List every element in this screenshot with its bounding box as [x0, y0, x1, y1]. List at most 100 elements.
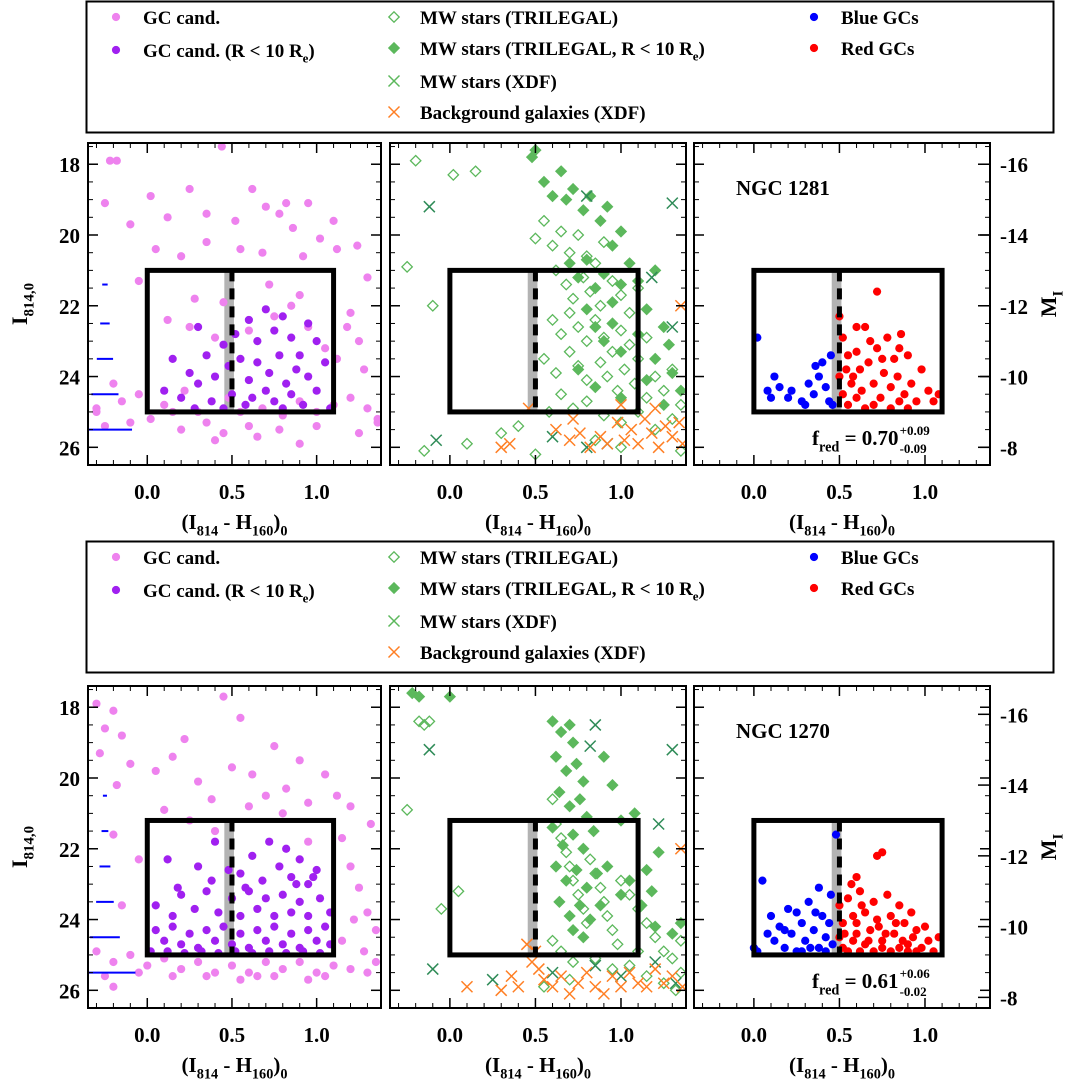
mw-trilegal-r10-point [657, 398, 670, 411]
blue-gc-point [787, 929, 796, 938]
gc-cand-point [304, 837, 313, 846]
abs-mag-tick-label: -10 [1000, 916, 1028, 940]
panel-frame [389, 685, 687, 1009]
mw-trilegal-point [572, 888, 585, 901]
background-galaxy-point [666, 970, 679, 983]
gc-cand-r10-point [253, 926, 262, 935]
red-gc-point [847, 379, 856, 388]
mw-trilegal-point [597, 235, 610, 249]
legend-marker-mw-trilegal-r10 [387, 581, 401, 595]
gc-cand-r10-point [315, 894, 325, 903]
blue-gc-point [787, 386, 796, 395]
color-cut-band [527, 820, 538, 955]
gc-cand-r10-point [312, 337, 321, 346]
y-tick-label: 26 [59, 436, 80, 460]
mw-trilegal-point [554, 225, 568, 238]
galaxy-name: NGC 1281 [736, 176, 830, 200]
red-gc-point [900, 918, 909, 928]
gc-cand-r10-point [193, 862, 203, 871]
gc-cand-r10-point [282, 844, 291, 853]
red-gc-point [924, 386, 933, 395]
gc-cand-r10-point [210, 936, 220, 945]
red-gc-point [912, 397, 921, 406]
mw-trilegal-point [611, 938, 624, 951]
mw-trilegal-r10-point [666, 366, 679, 380]
color-cut-band [224, 820, 234, 955]
gc-cand-r10-point [190, 904, 199, 914]
plot-area [749, 817, 945, 958]
gc-cand-r10-point [275, 862, 284, 871]
red-gc-point [852, 872, 861, 882]
selection-box [144, 817, 337, 958]
x-axis-label: (I814 - H160)0 [182, 1053, 288, 1082]
mw-trilegal-point [614, 441, 628, 454]
mw-trilegal-r10-point [563, 909, 576, 923]
mw-trilegal-r10-point [554, 165, 568, 178]
mw-trilegal-r10-point [649, 264, 662, 277]
gc-cand-r10-point [160, 386, 169, 395]
gc-cand-r10-point [207, 876, 216, 885]
blue-gc-point [801, 400, 810, 409]
mw-trilegal-r10-point [674, 384, 686, 397]
gc-cand-point [227, 763, 237, 772]
red-gc-point [855, 365, 865, 374]
mw-trilegal-point [546, 934, 559, 947]
gc-cand-point [193, 777, 203, 786]
gc-cand-r10-point [202, 926, 211, 935]
gc-cand-r10-point [248, 393, 257, 402]
gc-cand-r10-point [219, 340, 228, 349]
mw-trilegal-point [584, 853, 597, 866]
mw-trilegal-r10-point [597, 750, 610, 763]
mw-trilegal-r10-point [584, 913, 597, 926]
x-tick-label: 0.5 [219, 480, 245, 504]
panel-2-2: 0.0 0.5 1.0 (I814 - H160)0 [389, 685, 687, 1082]
gc-cand-r10-point [214, 908, 223, 917]
mw-xdf-point [584, 740, 597, 753]
gc-cand-point [248, 184, 257, 194]
gc-cand-r10-point [275, 351, 284, 360]
red-gc-point [912, 926, 921, 935]
gc-cand-point [117, 731, 126, 740]
gc-cand-point [363, 404, 372, 413]
gc-cand-r10-point [287, 333, 296, 342]
background-galaxy-point [645, 427, 658, 440]
x-axis-label: (I814 - H160)0 [789, 1053, 895, 1082]
blue-gc-point [766, 911, 776, 921]
blue-gc-point [814, 943, 824, 952]
gc-cand-point [359, 365, 369, 374]
gc-cand-r10-point [168, 354, 177, 363]
mw-trilegal-r10-point [560, 764, 573, 778]
abs-mag-tick-label: -12 [1000, 845, 1028, 869]
legend-label-background: Background galaxies (XDF) [420, 103, 646, 124]
x-tick-label: 0.0 [437, 1023, 463, 1047]
red-gc-point [843, 351, 853, 360]
gc-cand-point [160, 400, 169, 409]
gc-cand-point [126, 759, 135, 768]
red-gc-point [895, 901, 904, 910]
red-gc-point [869, 379, 878, 388]
gc-cand-r10-point [270, 922, 279, 931]
background-galaxy-point [657, 977, 670, 990]
gc-cand-point [117, 397, 126, 406]
red-gc-point [864, 358, 873, 367]
mw-trilegal-r10-point [649, 920, 662, 933]
red-gc-point [878, 943, 887, 952]
gc-cand-point [219, 429, 228, 438]
red-gc-point [907, 908, 916, 917]
gc-cand-point [312, 968, 321, 977]
blue-gc-point [828, 400, 837, 409]
mw-trilegal-r10-point [601, 860, 614, 873]
mw-trilegal-r10-point [580, 881, 593, 894]
gc-cand-r10-point [304, 319, 313, 328]
red-fraction-lower-error: -0.02 [900, 984, 927, 999]
mw-trilegal-point [589, 434, 602, 447]
x-tick-label: 0.0 [741, 1023, 767, 1047]
gc-cand-point [160, 805, 169, 814]
red-gc-point [860, 908, 870, 917]
gc-cand-point [126, 950, 135, 960]
gc-cand-point [244, 802, 253, 811]
gc-cand-point [248, 770, 257, 779]
gc-cand-r10-point [292, 880, 301, 889]
gc-cand-point [265, 280, 274, 289]
